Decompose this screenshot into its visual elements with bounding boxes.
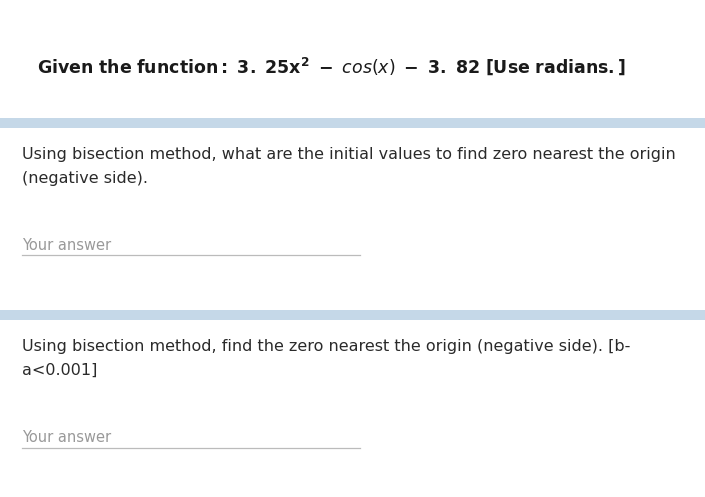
Text: Your answer: Your answer <box>22 238 111 252</box>
Text: Using bisection method, find the zero nearest the origin (negative side). [b-: Using bisection method, find the zero ne… <box>22 339 630 354</box>
Bar <box>0 118 705 128</box>
Text: a<0.001]: a<0.001] <box>22 362 97 378</box>
Text: (negative side).: (negative side). <box>22 170 148 185</box>
Text: $\bf{Given\ the\ function:\ 3.\ 25x^2\ -\ }$$\mathit{cos(x)}$$\bf{\ -\ 3.\ 82\ [: $\bf{Given\ the\ function:\ 3.\ 25x^2\ -… <box>37 55 626 77</box>
Text: Your answer: Your answer <box>22 430 111 445</box>
Bar <box>0 310 705 320</box>
Text: Using bisection method, what are the initial values to find zero nearest the ori: Using bisection method, what are the ini… <box>22 148 676 163</box>
